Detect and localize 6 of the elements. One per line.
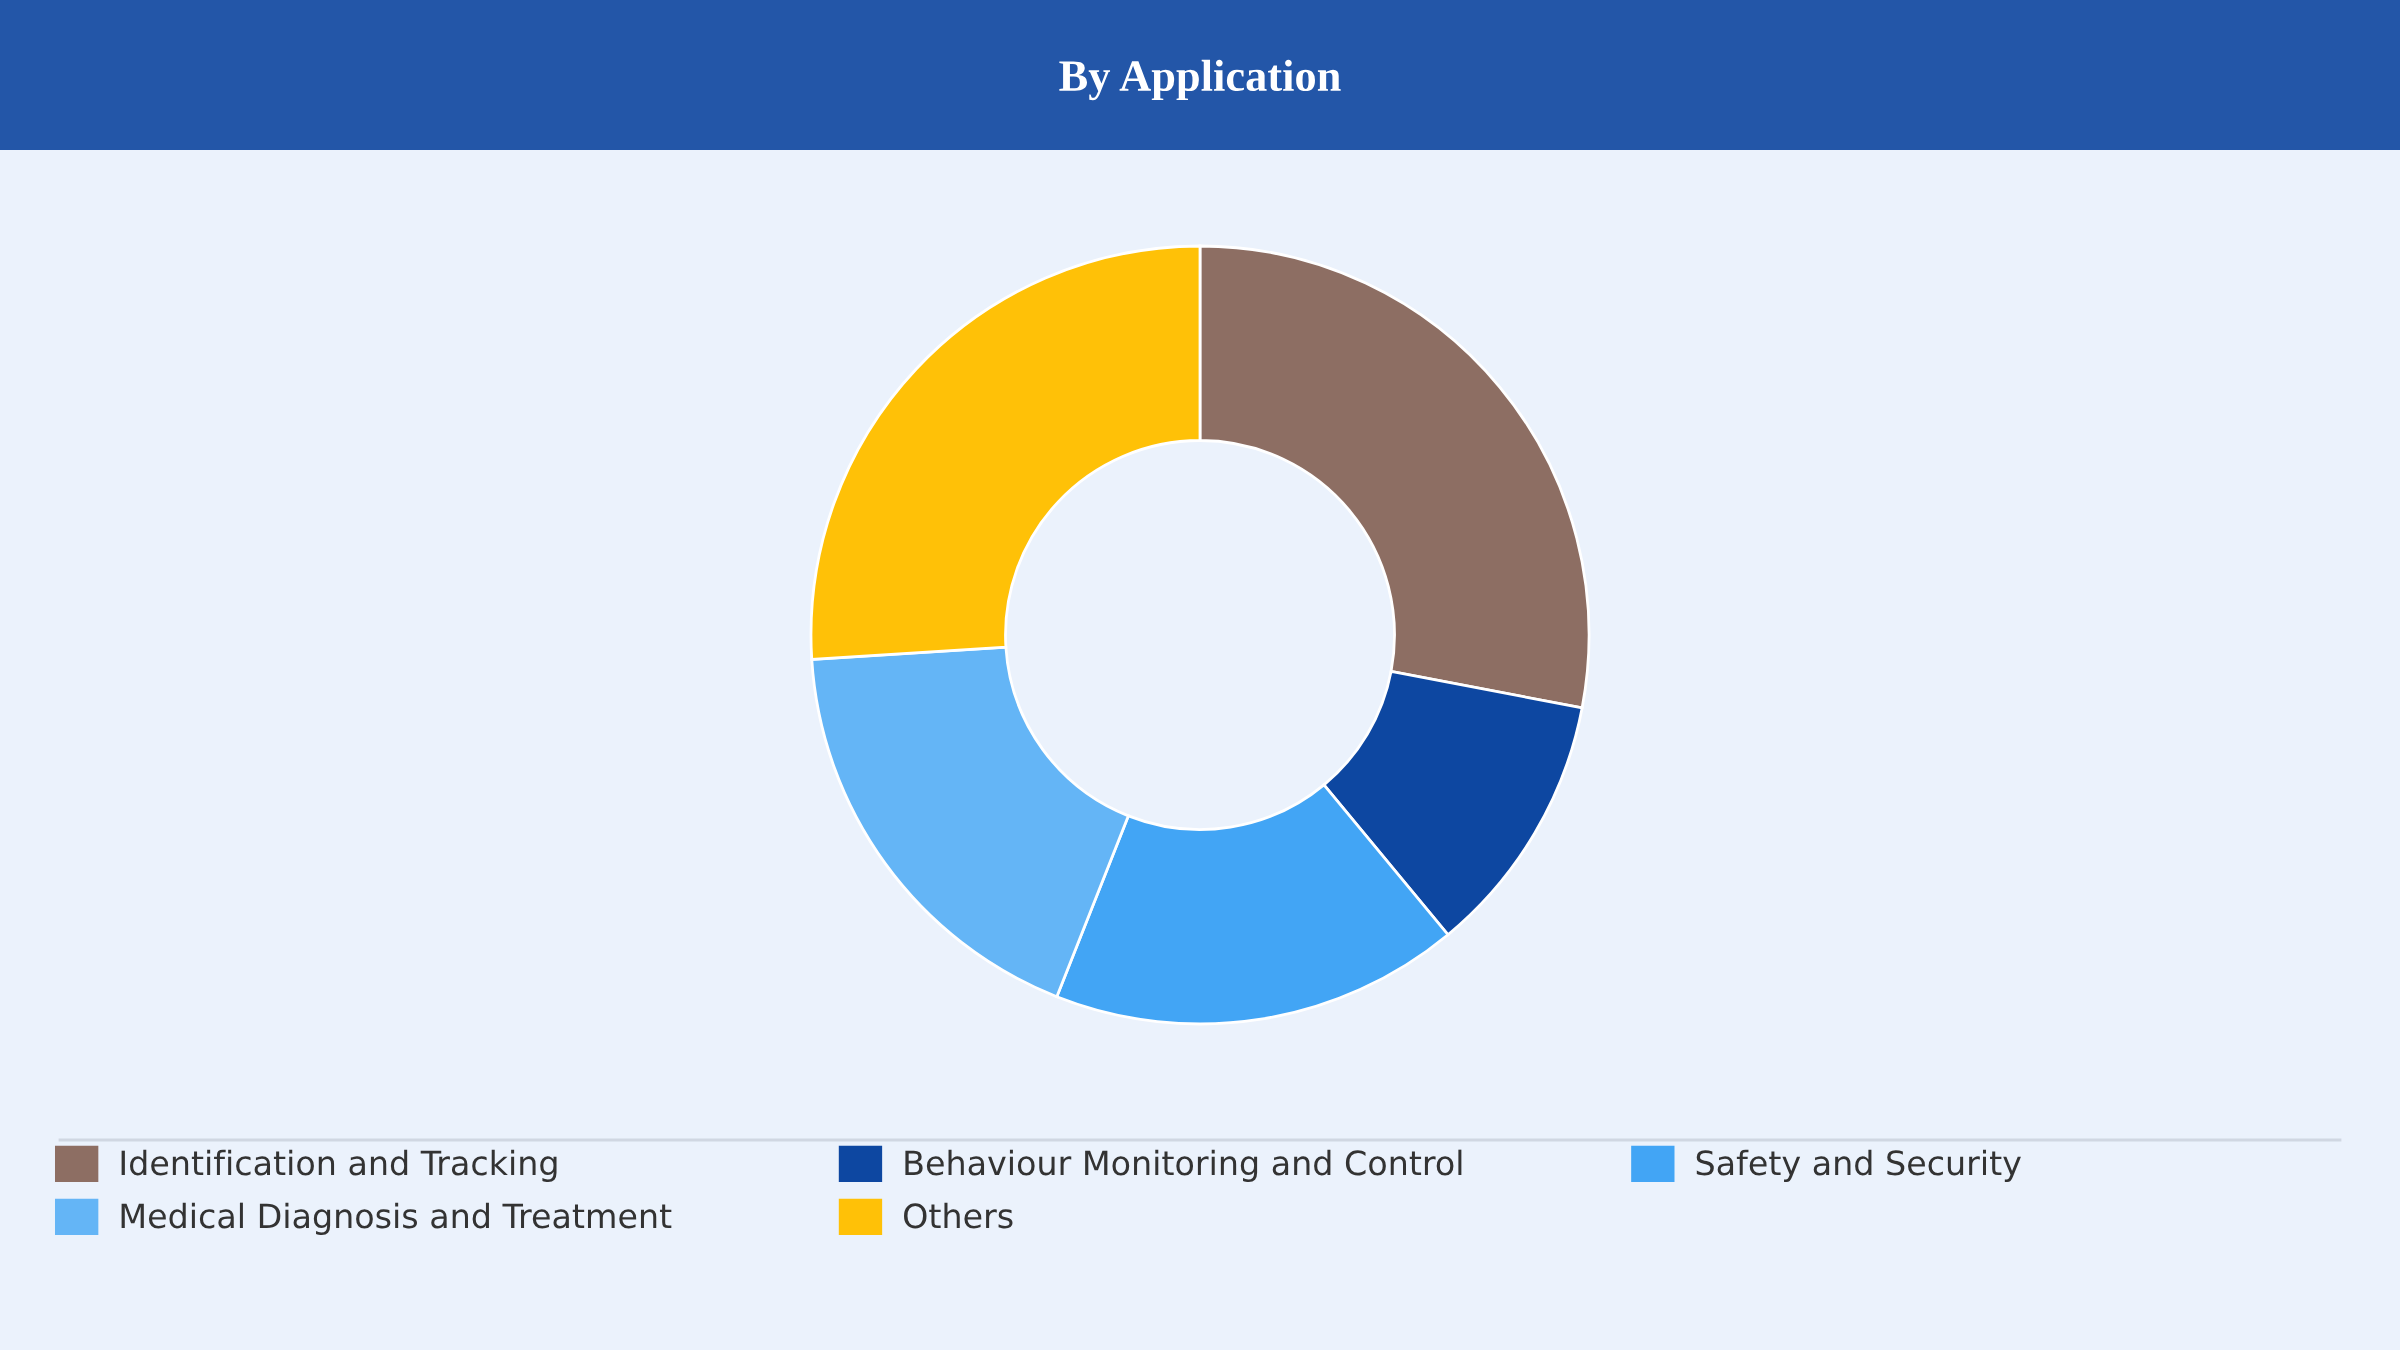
legend-label: Medical Diagnosis and Treatment — [121, 1202, 672, 1235]
legend-label: Others — [904, 1202, 1013, 1229]
legend-label: Behaviour Monitoring and Control — [905, 1149, 1462, 1182]
legend-label: Identification and Tracking — [121, 1149, 557, 1182]
chart-title: By Application — [1059, 59, 1341, 101]
legend-label: Safety and Security — [1696, 1149, 2021, 1182]
